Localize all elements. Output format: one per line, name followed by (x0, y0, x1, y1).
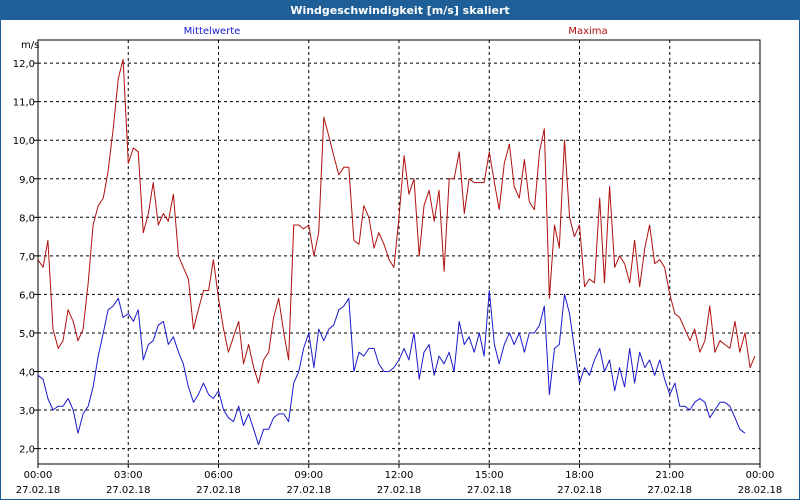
x-tick-time: 09:00 (294, 470, 323, 481)
x-tick-date: 27.02.18 (377, 485, 422, 496)
grid (38, 40, 760, 464)
x-tick-time: 03:00 (114, 470, 143, 481)
y-tick-label: 8,0 (19, 213, 35, 224)
x-tick-time: 00:00 (746, 470, 775, 481)
y-tick-label: 10,0 (13, 136, 35, 147)
series-line-maxima (37, 58, 756, 384)
window-title: Windgeschwindigkeit [m/s] skaliert (1, 1, 799, 20)
x-tick-time: 00:00 (24, 470, 53, 481)
series-line-mittelwerte (37, 290, 746, 446)
y-tick-label: 4,0 (19, 367, 35, 378)
x-tick-time: 15:00 (475, 470, 504, 481)
legend-maxima: Maxima (568, 26, 607, 37)
series-group (37, 58, 756, 446)
x-tick-date: 28.02.18 (738, 485, 783, 496)
y-tick-label: 2,0 (19, 445, 35, 456)
x-tick-time: 12:00 (385, 470, 414, 481)
y-tick-label: 9,0 (19, 175, 35, 186)
x-tick-time: 06:00 (204, 470, 233, 481)
y-axis-unit: m/s (21, 40, 39, 51)
x-tick-time: 21:00 (655, 470, 684, 481)
x-tick-date: 27.02.18 (647, 485, 692, 496)
legend-mittelwerte: Mittelwerte (184, 26, 241, 37)
y-tick-label: 6,0 (19, 290, 35, 301)
x-tick-date: 27.02.18 (196, 485, 241, 496)
x-tick-date: 27.02.18 (16, 485, 61, 496)
x-tick-date: 27.02.18 (467, 485, 512, 496)
x-tick-date: 27.02.18 (557, 485, 602, 496)
y-tick-label: 7,0 (19, 252, 35, 263)
y-tick-label: 12,0 (13, 59, 35, 70)
x-axis: 00:00 27.02.18 03:00 27.02.18 06:00 27.02.18 0… (16, 464, 783, 496)
y-tick-label: 11,0 (13, 98, 35, 109)
x-tick-date: 27.02.18 (286, 485, 331, 496)
y-tick-label: 5,0 (19, 329, 35, 340)
y-axis: 2,0 3,0 4,0 5,0 6,0 7,0 8,0 9,0 10,0 11,0 12,0 (13, 59, 38, 456)
x-tick-date: 27.02.18 (106, 485, 151, 496)
y-tick-label: 3,0 (19, 406, 35, 417)
x-tick-time: 18:00 (565, 470, 594, 481)
